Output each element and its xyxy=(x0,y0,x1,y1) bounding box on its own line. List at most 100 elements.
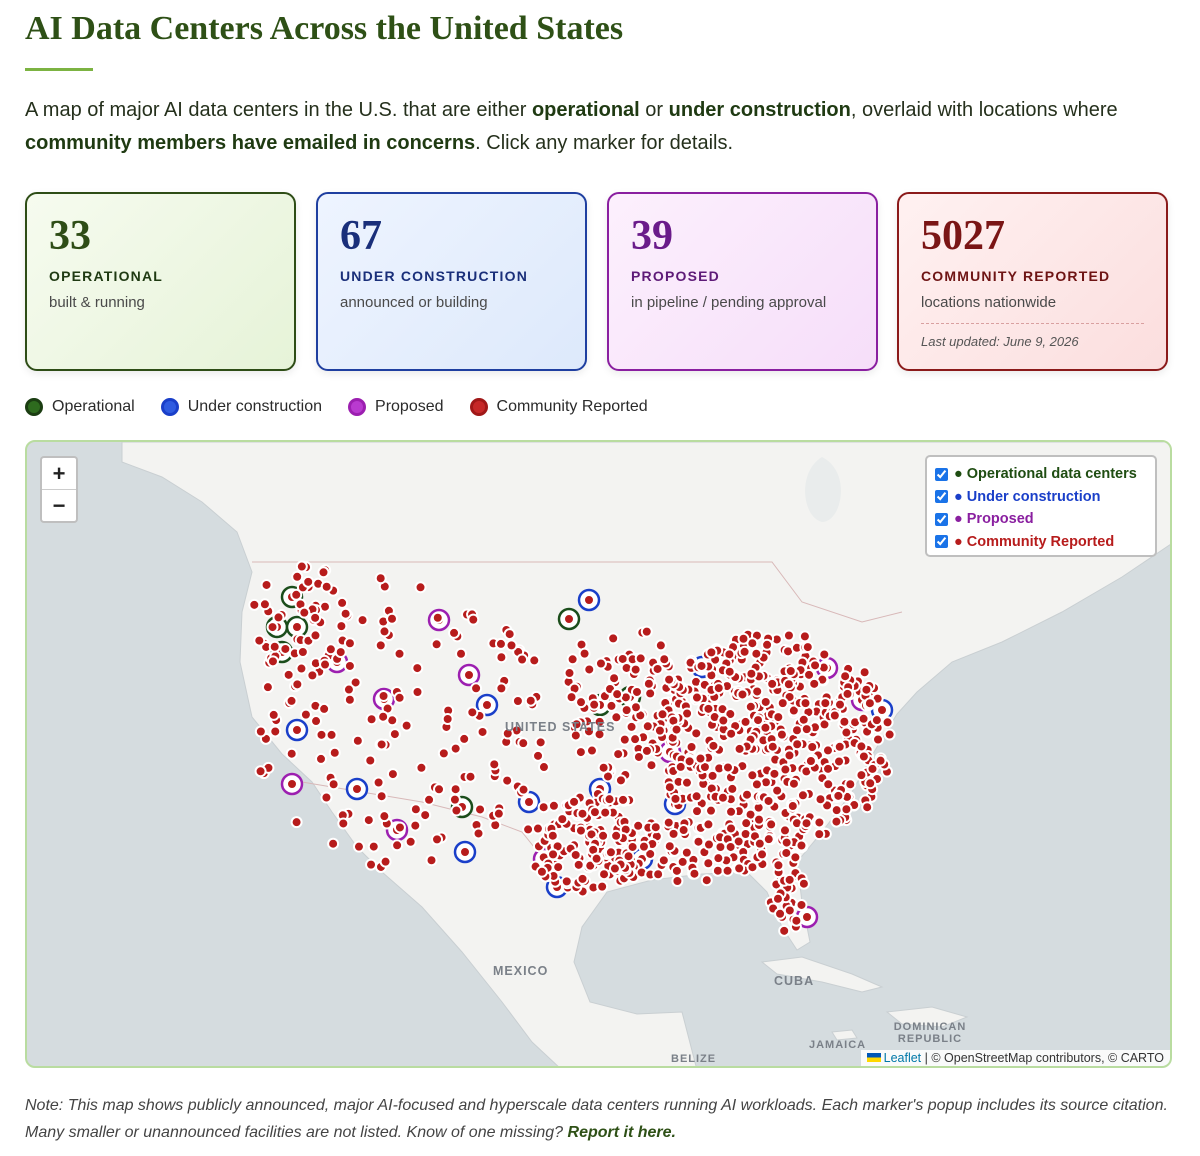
marker[interactable] xyxy=(309,611,322,624)
marker[interactable] xyxy=(379,855,392,868)
marker[interactable] xyxy=(766,740,779,753)
marker[interactable] xyxy=(604,846,617,859)
marker[interactable] xyxy=(372,776,385,789)
marker[interactable] xyxy=(291,570,304,583)
report-link[interactable]: Report it here. xyxy=(567,1124,676,1141)
marker[interactable] xyxy=(588,806,601,819)
marker[interactable] xyxy=(828,709,841,722)
marker[interactable] xyxy=(570,718,583,731)
marker[interactable] xyxy=(690,790,703,803)
marker[interactable] xyxy=(750,778,763,791)
marker[interactable] xyxy=(796,789,809,802)
marker[interactable] xyxy=(455,647,468,660)
marker[interactable] xyxy=(466,706,479,719)
leaflet-link[interactable]: Leaflet xyxy=(883,1051,922,1065)
marker[interactable] xyxy=(563,613,575,625)
marker[interactable] xyxy=(534,736,547,749)
marker[interactable] xyxy=(576,872,589,885)
marker[interactable] xyxy=(547,848,560,861)
marker[interactable] xyxy=(759,721,772,734)
marker[interactable] xyxy=(523,796,535,808)
marker[interactable] xyxy=(291,724,303,736)
marker[interactable] xyxy=(318,702,331,715)
marker[interactable] xyxy=(597,761,610,774)
marker[interactable] xyxy=(386,768,399,781)
marker[interactable] xyxy=(610,829,623,842)
marker[interactable] xyxy=(302,575,315,588)
marker[interactable] xyxy=(864,777,877,790)
marker[interactable] xyxy=(630,685,643,698)
marker[interactable] xyxy=(272,611,285,624)
marker[interactable] xyxy=(702,857,715,870)
marker[interactable] xyxy=(585,744,598,757)
marker[interactable] xyxy=(282,668,295,681)
marker[interactable] xyxy=(351,783,363,795)
marker[interactable] xyxy=(328,746,341,759)
marker[interactable] xyxy=(286,778,298,790)
marker[interactable] xyxy=(388,728,401,741)
marker[interactable] xyxy=(881,716,894,729)
marker[interactable] xyxy=(505,639,518,652)
marker[interactable] xyxy=(531,822,544,835)
marker[interactable] xyxy=(598,868,611,881)
marker[interactable] xyxy=(800,817,813,830)
marker[interactable] xyxy=(343,659,356,672)
marker[interactable] xyxy=(517,737,530,750)
marker[interactable] xyxy=(677,824,690,837)
marker[interactable] xyxy=(746,861,759,874)
marker[interactable] xyxy=(560,875,573,888)
marker[interactable] xyxy=(753,837,766,850)
marker[interactable] xyxy=(808,677,821,690)
marker[interactable] xyxy=(658,653,671,666)
marker[interactable] xyxy=(637,840,650,853)
zoom-in[interactable]: + xyxy=(52,461,66,486)
marker[interactable] xyxy=(772,859,785,872)
marker[interactable] xyxy=(725,727,738,740)
marker[interactable] xyxy=(653,724,666,737)
marker[interactable] xyxy=(634,652,647,665)
marker[interactable] xyxy=(336,596,349,609)
marker[interactable] xyxy=(556,813,569,826)
marker[interactable] xyxy=(778,924,791,937)
marker[interactable] xyxy=(343,637,356,650)
marker[interactable] xyxy=(690,691,703,704)
marker[interactable] xyxy=(663,673,676,686)
marker[interactable] xyxy=(839,670,852,683)
marker[interactable] xyxy=(813,828,826,841)
marker[interactable] xyxy=(364,754,377,767)
marker[interactable] xyxy=(832,789,845,802)
marker[interactable] xyxy=(732,835,745,848)
marker[interactable] xyxy=(801,911,813,923)
marker[interactable] xyxy=(618,733,631,746)
marker[interactable] xyxy=(766,677,779,690)
marker[interactable] xyxy=(268,640,281,653)
marker[interactable] xyxy=(711,864,724,877)
marker[interactable] xyxy=(707,739,720,752)
layer-checkbox[interactable] xyxy=(935,490,948,504)
marker[interactable] xyxy=(597,829,610,842)
marker[interactable] xyxy=(254,725,267,738)
marker[interactable] xyxy=(644,687,657,700)
marker[interactable] xyxy=(351,734,364,747)
marker[interactable] xyxy=(819,697,832,710)
marker[interactable] xyxy=(574,746,587,759)
marker[interactable] xyxy=(310,715,323,728)
marker[interactable] xyxy=(746,769,759,782)
marker[interactable] xyxy=(858,666,871,679)
marker[interactable] xyxy=(317,566,330,579)
marker[interactable] xyxy=(337,817,350,830)
marker[interactable] xyxy=(695,659,708,672)
marker[interactable] xyxy=(419,809,432,822)
marker[interactable] xyxy=(685,740,698,753)
marker[interactable] xyxy=(874,754,887,767)
marker[interactable] xyxy=(605,699,618,712)
marker[interactable] xyxy=(733,862,746,875)
marker[interactable] xyxy=(838,715,851,728)
marker[interactable] xyxy=(782,678,795,691)
marker[interactable] xyxy=(778,824,791,837)
marker[interactable] xyxy=(801,641,814,654)
marker[interactable] xyxy=(583,594,595,606)
marker[interactable] xyxy=(476,725,489,738)
marker[interactable] xyxy=(349,676,362,689)
marker[interactable] xyxy=(574,824,587,837)
